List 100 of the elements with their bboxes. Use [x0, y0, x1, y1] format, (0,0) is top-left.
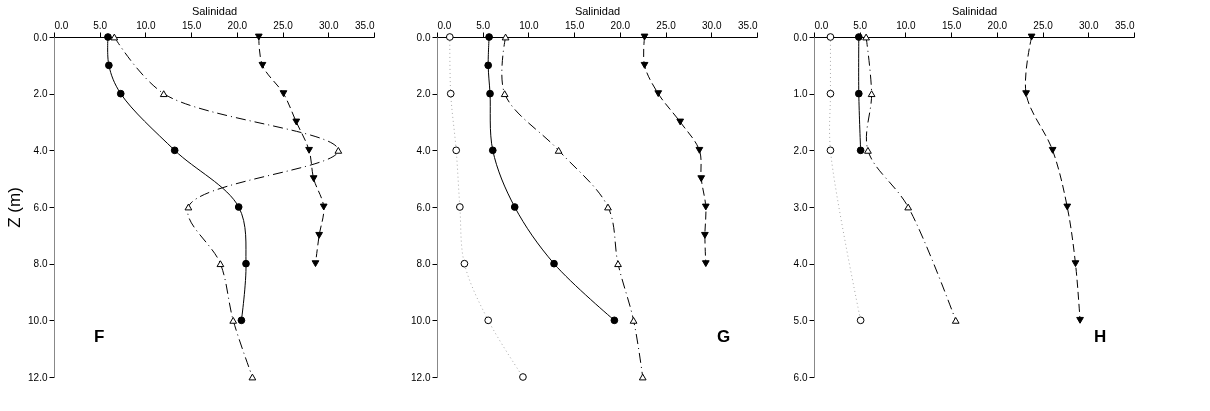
x-tick-label: 30.0: [1079, 19, 1099, 31]
point: [510, 203, 519, 211]
x-tick-label: 10.0: [896, 19, 917, 31]
point: [604, 203, 612, 211]
point: [237, 316, 246, 325]
point: [640, 33, 649, 41]
x-tick-label: 15.0: [564, 19, 585, 31]
point: [170, 146, 179, 155]
x-tick-label: 20.0: [227, 19, 248, 31]
point: [826, 89, 835, 98]
point: [904, 203, 913, 211]
point: [610, 316, 619, 325]
point: [319, 203, 328, 211]
point: [629, 316, 638, 324]
y-tick-label: 1.0: [793, 88, 808, 100]
annotation: H: [1094, 327, 1107, 346]
point: [248, 373, 257, 381]
point: [309, 175, 318, 183]
annotation: G: [717, 327, 731, 346]
point: [254, 33, 263, 41]
annotation: F: [94, 327, 105, 346]
point: [654, 90, 663, 98]
y-axis-title: Z (m): [5, 187, 25, 228]
x-tick-label: 25.0: [273, 19, 294, 31]
point: [242, 259, 250, 268]
x-tick-label: 35.0: [738, 19, 758, 31]
x-tick-label: 35.0: [1115, 19, 1135, 31]
point: [486, 89, 494, 98]
point: [116, 89, 125, 98]
x-tick-label: 10.0: [519, 19, 540, 31]
y-tick-label: 5.0: [793, 314, 808, 326]
point: [867, 90, 876, 98]
y-tick-label: 6.0: [793, 371, 808, 383]
point: [484, 61, 493, 70]
x-tick-label: 5.0: [853, 19, 868, 31]
y-tick-label: 8.0: [33, 258, 48, 270]
y-tick-label: 3.0: [793, 201, 808, 213]
x-tick-label: 30.0: [702, 19, 722, 31]
y-tick-label: 2.0: [33, 88, 48, 100]
point: [676, 118, 685, 126]
point: [701, 231, 709, 239]
y-tick-label: 0.0: [793, 31, 808, 43]
point: [292, 118, 301, 126]
y-tick-label: 12.0: [28, 371, 48, 383]
x-tick-label: 0.0: [814, 19, 829, 31]
point: [856, 146, 865, 155]
point: [1076, 316, 1084, 324]
x-tick-label: 15.0: [941, 19, 962, 31]
point: [1071, 260, 1080, 268]
x-tick-label: 0.0: [437, 19, 452, 31]
point: [695, 146, 704, 154]
x-axis-title: Salinidad: [951, 4, 998, 17]
x-tick-label: 0.0: [54, 19, 69, 31]
point: [334, 146, 343, 154]
x-axis-title: Salinidad: [191, 4, 238, 17]
y-tick-label: 12.0: [411, 371, 431, 383]
point: [311, 260, 320, 268]
point: [640, 61, 649, 69]
point: [452, 146, 461, 155]
point: [445, 33, 454, 41]
point: [500, 90, 509, 98]
x-axis-title: Salinidad: [574, 4, 621, 17]
point: [485, 33, 493, 41]
point: [229, 316, 238, 324]
y-tick-label: 8.0: [416, 258, 431, 270]
point: [554, 146, 563, 154]
x-tick-label: 35.0: [355, 19, 375, 31]
y-tick-label: 2.0: [793, 144, 808, 156]
point: [1063, 203, 1072, 211]
point: [1027, 33, 1036, 41]
point: [854, 89, 863, 98]
x-tick-label: 20.0: [987, 19, 1008, 31]
point: [826, 146, 835, 155]
point: [456, 203, 464, 211]
point: [697, 175, 706, 183]
point: [110, 33, 119, 41]
point: [701, 203, 710, 211]
point: [614, 260, 622, 268]
x-tick-label: 30.0: [319, 19, 339, 31]
x-tick-label: 20.0: [610, 19, 631, 31]
point: [460, 259, 469, 268]
point: [484, 316, 493, 325]
x-tick-label: 15.0: [181, 19, 202, 31]
point: [488, 146, 497, 155]
y-tick-label: 2.0: [416, 88, 431, 100]
point: [701, 260, 710, 268]
x-tick-label: 10.0: [136, 19, 157, 31]
y-tick-label: 4.0: [416, 144, 431, 156]
point: [826, 33, 835, 41]
point: [519, 373, 527, 381]
x-tick-label: 5.0: [93, 19, 108, 31]
point: [315, 231, 323, 239]
point: [258, 61, 267, 69]
x-tick-label: 25.0: [1033, 19, 1054, 31]
point: [638, 373, 647, 381]
point: [305, 146, 313, 154]
point: [856, 316, 865, 325]
point: [216, 260, 225, 268]
y-tick-label: 0.0: [416, 31, 431, 43]
y-tick-label: 0.0: [33, 31, 48, 43]
